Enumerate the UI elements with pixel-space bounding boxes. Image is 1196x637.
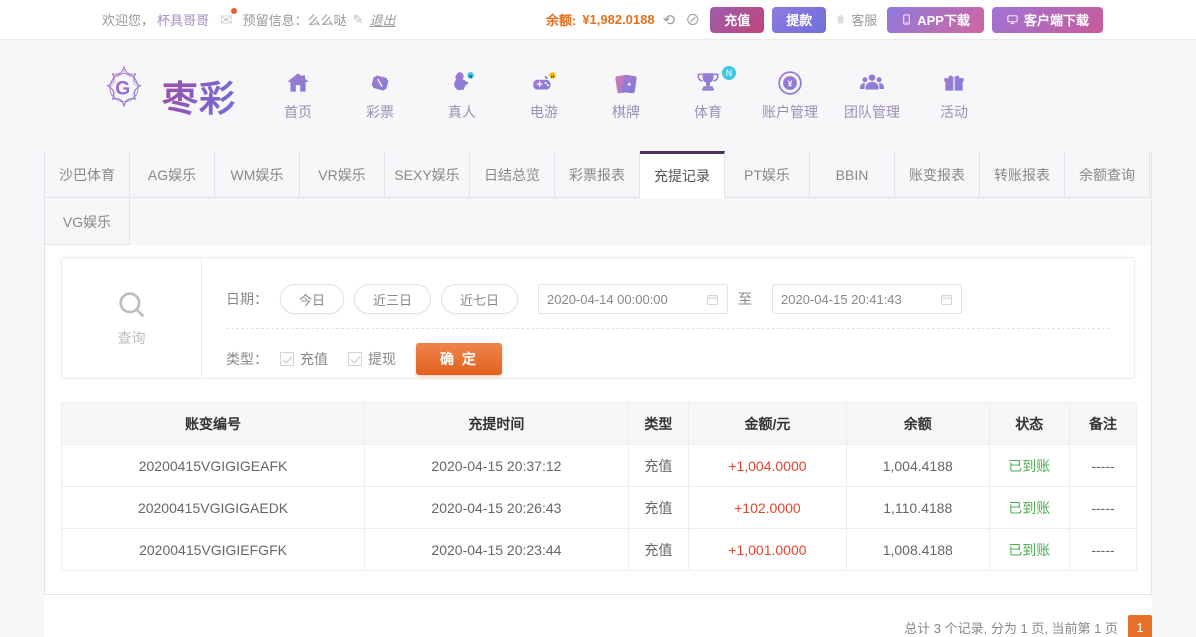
svg-text:G: G [115, 79, 130, 100]
svg-text:¥: ¥ [788, 78, 793, 88]
svg-text:H: H [551, 74, 554, 79]
svg-text:N: N [469, 74, 472, 79]
